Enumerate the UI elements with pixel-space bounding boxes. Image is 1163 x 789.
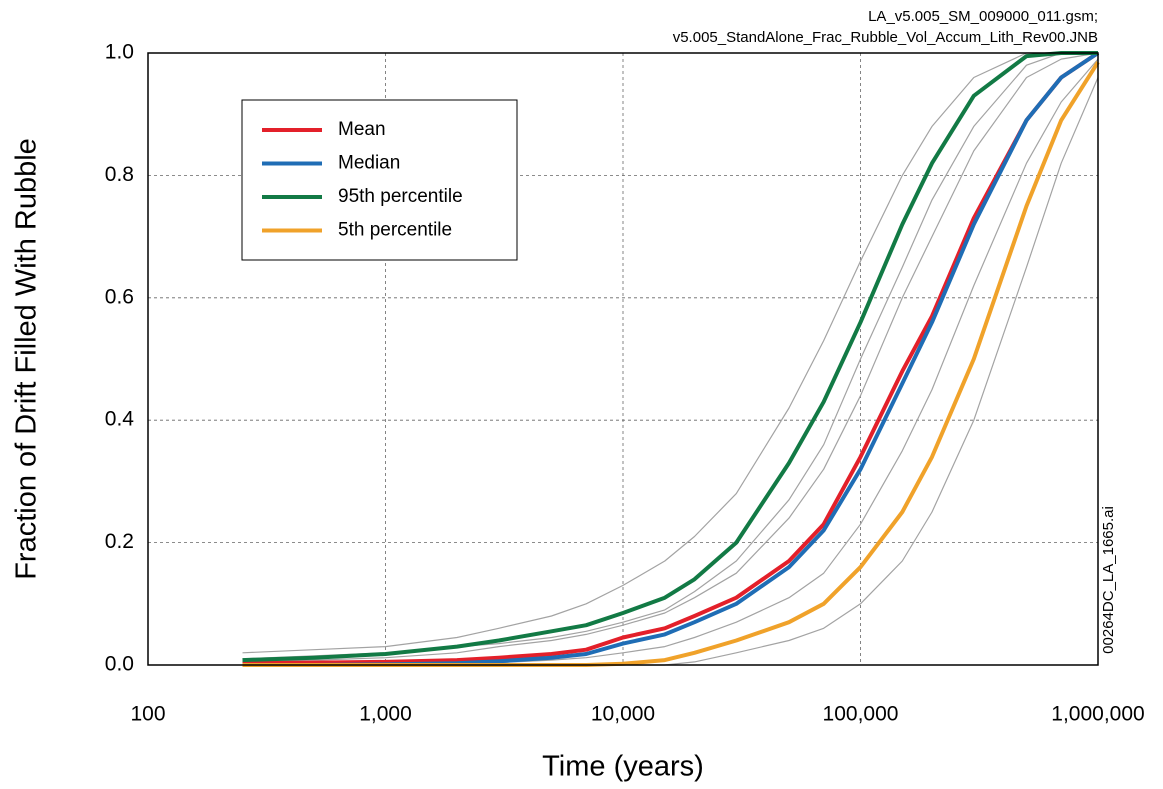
y-tick-label: 0.2 [105, 530, 134, 553]
x-tick-label: 10,000 [591, 703, 655, 726]
legend-label: 5th percentile [338, 220, 452, 241]
x-axis-label: Time (years) [542, 751, 704, 783]
series-line [242, 51, 1100, 666]
annotation: LA_v5.005_SM_009000_011.gsm; [868, 8, 1098, 25]
y-tick-label: 0.0 [105, 653, 134, 676]
series-line [242, 51, 1098, 663]
realization-line [242, 52, 1099, 663]
x-tick-label: 1,000 [359, 703, 412, 726]
legend-label: Mean [338, 119, 386, 140]
y-axis-label: Fraction of Drift Filled With Rubble [11, 138, 43, 580]
annotation: v5.005_StandAlone_Frac_Rubble_Vol_Accum_… [673, 29, 1098, 46]
legend-label: 95th percentile [338, 186, 463, 207]
y-tick-label: 0.8 [105, 163, 134, 186]
realization-line [242, 52, 1098, 654]
legend-box [241, 99, 518, 261]
x-tick-label: 100 [130, 703, 165, 726]
annotation: 00264DC_LA_1665.ai [1100, 506, 1117, 654]
y-tick-label: 0.6 [105, 285, 134, 308]
y-tick-label: 1.0 [105, 41, 134, 64]
plot-frame [147, 52, 1099, 666]
x-tick-label: 1,000,000 [1051, 703, 1144, 726]
series-line [242, 51, 1100, 667]
x-tick-label: 100,000 [823, 703, 899, 726]
y-tick-label: 0.4 [105, 408, 135, 431]
legend-label: Median [338, 153, 400, 174]
